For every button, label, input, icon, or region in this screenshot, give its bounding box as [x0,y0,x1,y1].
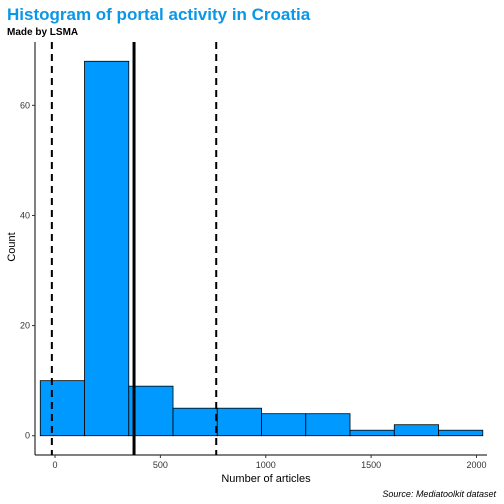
histogram-bar-2 [128,385,174,437]
y-tick-label: 20 [20,321,30,331]
histogram-bar-8 [393,424,439,437]
x-tick-label: 500 [153,460,168,470]
x-tick-label: 1000 [256,460,276,470]
histogram-bar-0 [39,380,85,437]
chart-title: Histogram of portal activity in Croatia [7,5,311,24]
y-tick-label: 40 [20,210,30,220]
x-tick-label: 2000 [466,460,486,470]
histogram-bar-5 [261,413,307,437]
histogram-bar-9 [438,429,484,437]
chart-subtitle: Made by LSMA [7,27,78,38]
histogram-bar-1 [84,60,130,437]
histogram-bar-7 [349,429,395,437]
x-tick-label: 0 [53,460,58,470]
axes-group [34,42,487,456]
y-tick-label: 0 [25,431,30,441]
bars-group [39,60,484,437]
histogram-bar-6 [305,413,351,437]
x-tick-label: 1500 [361,460,381,470]
y-tick-label: 60 [20,100,30,110]
x-axis-label: Number of articles [221,473,311,485]
source-caption: Source: Mediatoolkit dataset [382,489,496,499]
histogram-bar-4 [216,407,262,437]
y-ticks-group: 0 20 40 60 [20,100,35,441]
histogram-bar-3 [172,407,218,437]
reference-lines-group [50,42,218,455]
x-ticks-group: 0 500 1000 1500 2000 [53,455,486,470]
y-axis-label: Count [6,232,18,261]
